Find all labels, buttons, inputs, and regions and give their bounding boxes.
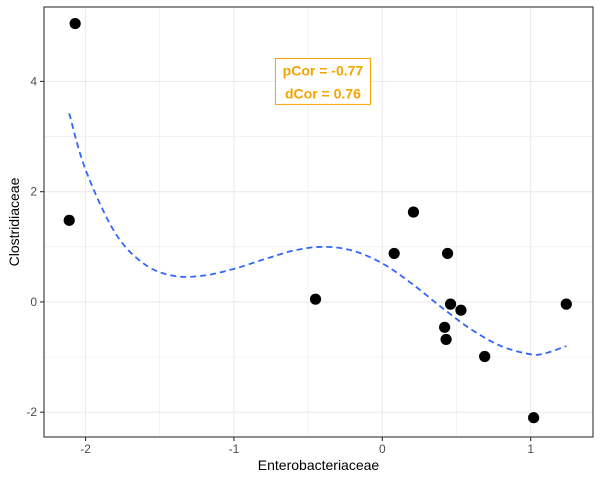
data-points <box>63 17 572 424</box>
data-point <box>444 298 457 310</box>
pcor-label: pCor = -0.77 <box>283 62 364 78</box>
data-point <box>69 17 81 30</box>
x-tick-label: 1 <box>527 442 534 456</box>
data-point <box>63 214 75 226</box>
x-tick-label: -1 <box>229 442 240 456</box>
dcor-label: dCor = 0.76 <box>285 85 361 101</box>
x-axis-title: Enterobacteriaceae <box>258 457 380 473</box>
data-point <box>528 412 540 424</box>
correlation-annotation: pCor = -0.77 dCor = 0.76 <box>274 57 371 105</box>
fit-line <box>68 113 567 356</box>
data-point <box>388 247 400 260</box>
axis-ticks: -2 -1 0 1 -2 0 2 4 <box>26 74 534 456</box>
data-point <box>455 304 467 316</box>
data-point <box>309 293 322 305</box>
y-axis-title: Clostridiaceae <box>6 177 22 266</box>
y-tick-label: 2 <box>30 185 37 199</box>
data-point <box>479 350 491 363</box>
x-tick-label: -2 <box>80 442 91 456</box>
y-tick-label: -2 <box>26 405 37 419</box>
data-point <box>440 333 452 346</box>
y-tick-label: 0 <box>30 295 37 309</box>
data-point <box>439 321 451 333</box>
fit-line-layer <box>68 113 567 356</box>
data-point <box>560 298 572 310</box>
annotation-box <box>274 57 371 105</box>
panel-border <box>43 6 594 438</box>
data-point <box>407 206 420 218</box>
x-tick-label: 0 <box>379 442 386 456</box>
y-tick-label: 4 <box>30 74 37 88</box>
data-point <box>441 247 454 260</box>
